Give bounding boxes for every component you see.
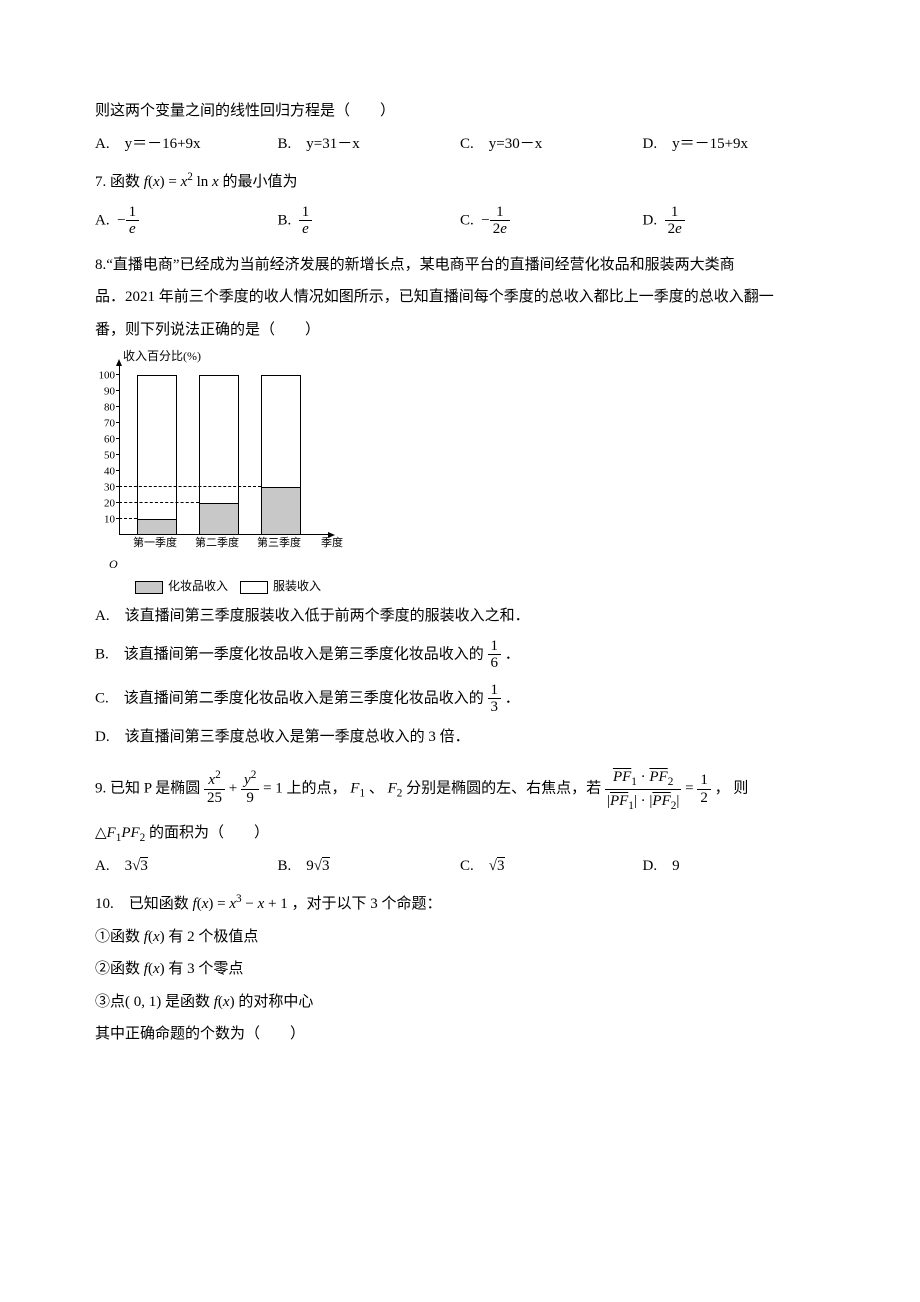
q9-stem: 9. 已知 P 是椭圆 x225 + y29 = 1 上的点， F1 、 F2 … xyxy=(95,766,825,812)
bar-label: 第三季度 xyxy=(257,535,301,552)
q10-tail: 其中正确命题的个数为（ ） xyxy=(95,1023,825,1046)
q9-post: ， 则 xyxy=(715,780,749,796)
q7-d-label: D. xyxy=(643,212,658,228)
q10-s2-pre: ②函数 xyxy=(95,961,144,977)
q7-opt-b: B. 1e xyxy=(278,204,461,238)
q7-c-value: − xyxy=(478,212,490,228)
q9-options: A. 3√3 B. 9√3 C. √3 D. 9 xyxy=(95,855,825,878)
y-tick: 70 xyxy=(95,415,115,432)
q7-stem-suffix: 的最小值为 xyxy=(222,174,297,190)
q6-opt-d: D. y＝－15+9x xyxy=(643,133,826,156)
q9-c-label: C. xyxy=(460,858,489,874)
q10-s3-post: 的对称中心 xyxy=(235,994,314,1010)
q9-ratio: PF1 · PF2 |PF1| · |PF2| xyxy=(605,766,681,812)
chart-origin: O xyxy=(109,555,118,573)
q9-eq1: = 1 xyxy=(263,780,283,796)
chart-ylabel: 收入百分比(%) xyxy=(123,347,201,365)
q7-b-label: B. xyxy=(278,212,292,228)
q6-stem: 则这两个变量之间的线性回归方程是（ ） xyxy=(95,100,825,123)
q10-s3-pre: ③点( 0, 1) 是函数 xyxy=(95,994,214,1010)
q9-pre: 9. 已知 P 是椭圆 xyxy=(95,780,204,796)
y-tick: 60 xyxy=(95,431,115,448)
q10-s1-post: 有 2 个极值点 xyxy=(165,929,259,945)
bar-group: 第一季度 xyxy=(137,375,177,535)
q6-options: A. y＝－16+9x B. y=31－x C. y=30－x D. y＝－15… xyxy=(95,133,825,156)
q9-opt-c: C. √3 xyxy=(460,855,643,878)
q10-s1: ①函数 f(x) 有 2 个极值点 xyxy=(95,926,825,949)
q10-s2-post: 有 3 个零点 xyxy=(165,961,244,977)
legend-fill-label: 化妆品收入 xyxy=(168,579,228,593)
y-tick: 80 xyxy=(95,399,115,416)
q8-c-post: ． xyxy=(505,690,520,706)
q6-opt-c: C. y=30－x xyxy=(460,133,643,156)
q8-p3: 番，则下列说法正确的是（ ） xyxy=(95,319,825,342)
q10-stem: 10. 已知函数 f(x) = x3 − x + 1 ，对于以下 3 个命题： xyxy=(95,893,825,916)
q8-c-pre: C. 该直播间第二季度化妆品收入是第三季度化妆品收入的 xyxy=(95,690,484,706)
q9-opt-a: A. 3√3 xyxy=(95,855,278,878)
bar-group: 第三季度 xyxy=(261,375,301,535)
y-tick: 30 xyxy=(95,479,115,496)
q9-opt-b: B. 9√3 xyxy=(278,855,461,878)
q9-b-label: B. xyxy=(278,858,307,874)
y-tick: 20 xyxy=(95,495,115,512)
q8-b-post: ． xyxy=(505,646,520,662)
y-axis xyxy=(119,365,120,535)
q10-s3: ③点( 0, 1) 是函数 f(x) 的对称中心 xyxy=(95,991,825,1014)
q7-stem-prefix: 7. 函数 xyxy=(95,174,144,190)
q9-tri: △ xyxy=(95,825,107,841)
x-axis-label: 季度 xyxy=(321,535,343,552)
bar-group: 第二季度 xyxy=(199,375,239,535)
q7-opt-c: C. −12e xyxy=(460,204,643,238)
q8-opt-b: B. 该直播间第一季度化妆品收入是第三季度化妆品收入的 16 ． xyxy=(95,638,825,672)
q9-ellipse-y: y29 xyxy=(241,772,259,806)
q7-stem: 7. 函数 f(x) = x2 ln x 的最小值为 xyxy=(95,171,825,194)
y-tick: 90 xyxy=(95,383,115,400)
q8-chart: 收入百分比(%) 102030405060708090100 第一季度第二季度第… xyxy=(95,351,335,571)
q9-mid3: 分别是椭圆的左、右焦点，若 xyxy=(406,780,605,796)
q10-stem-pre: 10. 已知函数 xyxy=(95,896,193,912)
q9-opt-d: D. 9 xyxy=(643,855,826,878)
y-tick: 50 xyxy=(95,447,115,464)
q6-opt-a: A. y＝－16+9x xyxy=(95,133,278,156)
q9-f2: F xyxy=(388,780,397,796)
q8-p2: 品．2021 年前三个季度的收人情况如图所示，已知直播间每个季度的总收入都比上一… xyxy=(95,286,825,309)
q7-options: A. −1e B. 1e C. −12e D. 12e xyxy=(95,204,825,238)
q9-line2: △F1PF2 的面积为（ ） xyxy=(95,822,825,845)
chart-legend: 化妆品收入 服装收入 xyxy=(135,577,825,595)
q7-a-value: − xyxy=(113,212,125,228)
legend-empty-label: 服装收入 xyxy=(273,579,321,593)
q9-ellipse-x: x225 xyxy=(204,772,225,806)
q9-a-label: A. xyxy=(95,858,125,874)
y-tick: 100 xyxy=(95,367,115,384)
chart-axes: 102030405060708090100 第一季度第二季度第三季度 季度 xyxy=(119,365,329,535)
q7-c-label: C. xyxy=(460,212,474,228)
bar-label: 第二季度 xyxy=(195,535,239,552)
q9-mid1: 上的点， xyxy=(287,780,347,796)
q7-opt-a: A. −1e xyxy=(95,204,278,238)
q7-opt-d: D. 12e xyxy=(643,204,826,238)
legend-swatch-empty xyxy=(240,581,268,594)
q10-s2: ②函数 f(x) 有 3 个零点 xyxy=(95,958,825,981)
bar-label: 第一季度 xyxy=(133,535,177,552)
q7-a-label: A. xyxy=(95,212,110,228)
q8-opt-a: A. 该直播间第三季度服装收入低于前两个季度的服装收入之和． xyxy=(95,605,825,628)
q10-stem-post: ，对于以下 3 个命题： xyxy=(291,896,441,912)
q8-b-pre: B. 该直播间第一季度化妆品收入是第三季度化妆品收入的 xyxy=(95,646,484,662)
q10-s1-pre: ①函数 xyxy=(95,929,144,945)
q6-opt-b: B. y=31－x xyxy=(278,133,461,156)
y-tick: 10 xyxy=(95,511,115,528)
plus-icon: + xyxy=(229,780,241,796)
q8-opt-c: C. 该直播间第二季度化妆品收入是第三季度化妆品收入的 13 ． xyxy=(95,682,825,716)
q8-opt-d: D. 该直播间第三季度总收入是第一季度总收入的 3 倍． xyxy=(95,726,825,749)
q9-eq-half: = xyxy=(685,780,697,796)
q7-func-paren: (x) = x2 ln x xyxy=(148,174,219,190)
legend-swatch-fill xyxy=(135,581,163,594)
arrow-up-icon xyxy=(116,359,122,366)
q8-p1: 8.“直播电商”已经成为当前经济发展的新增长点，某电商平台的直播间经营化妆品和服… xyxy=(95,254,825,277)
q9-mid2: 、 xyxy=(369,780,384,796)
y-tick: 40 xyxy=(95,463,115,480)
q9-line2-post: 的面积为（ ） xyxy=(149,825,269,841)
